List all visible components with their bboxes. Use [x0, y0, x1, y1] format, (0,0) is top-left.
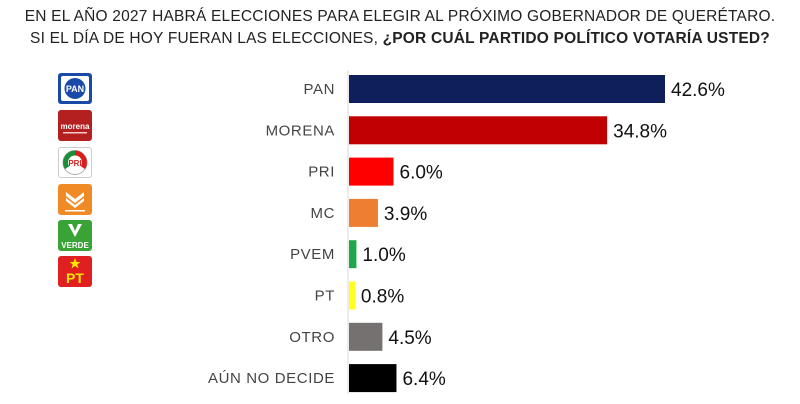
bar-pt — [349, 281, 355, 310]
pt-logo-text: PT — [66, 270, 84, 286]
title-line-2-question: ¿POR CUÁL PARTIDO POLÍTICO VOTARÍA USTED… — [382, 30, 770, 47]
bar-pvem — [349, 240, 357, 269]
value-label-pan: 42.6% — [671, 80, 725, 101]
bar-mc — [349, 198, 378, 227]
value-label-otro: 4.5% — [388, 328, 431, 349]
mc-logo — [58, 184, 92, 215]
value-label-pri: 6.0% — [400, 163, 443, 184]
bar-morena — [349, 116, 608, 145]
pan-logo-text: PAN — [66, 84, 84, 94]
category-label-morena: MORENA — [266, 122, 335, 139]
category-label-mc: MC — [310, 205, 335, 222]
bar-aun-no-decide — [349, 364, 397, 393]
morena-logo: morena — [58, 110, 92, 141]
value-label-morena: 34.8% — [613, 121, 667, 142]
verde-logo: VERDE — [58, 220, 92, 251]
morena-logo-text: morena — [61, 122, 90, 131]
value-label-aun-no-decide: 6.4% — [402, 369, 445, 390]
value-label-pt: 0.8% — [361, 287, 404, 308]
pri-logo-text: PRI — [68, 159, 81, 168]
pan-logo: PAN — [58, 73, 92, 104]
title-line-2: SI EL DÍA DE HOY FUERAN LAS ELECCIONES, … — [0, 28, 800, 50]
category-label-pri: PRI — [308, 164, 335, 181]
bar-pan — [349, 75, 665, 103]
verde-logo-text: VERDE — [61, 241, 89, 250]
category-label-otro: OTRO — [289, 329, 335, 346]
bar-pri — [349, 157, 394, 186]
bar-otro — [349, 322, 383, 351]
category-label-pan: PAN — [303, 81, 335, 98]
value-label-mc: 3.9% — [384, 204, 427, 225]
title-line-2-plain: SI EL DÍA DE HOY FUERAN LAS ELECCIONES, — [30, 30, 383, 47]
category-label-pvem: PVEM — [290, 246, 335, 263]
category-label-aun-no-decide: AÚN NO DECIDE — [208, 370, 335, 387]
category-label-pt: PT — [315, 288, 335, 305]
title-line-1: EN EL AÑO 2027 HABRÁ ELECCIONES PARA ELE… — [24, 8, 776, 25]
pri-logo: PRI — [58, 147, 92, 178]
pt-logo: PT — [58, 256, 92, 287]
value-label-pvem: 1.0% — [362, 245, 405, 266]
chart-title: EN EL AÑO 2027 HABRÁ ELECCIONES PARA ELE… — [0, 6, 800, 50]
